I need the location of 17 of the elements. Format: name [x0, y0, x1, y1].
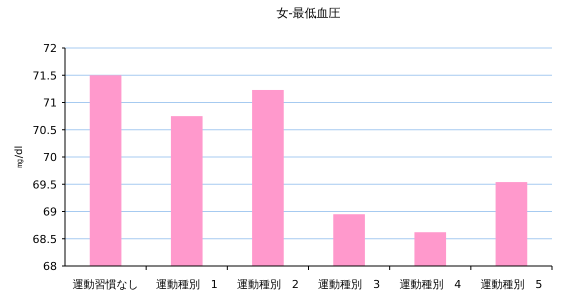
y-tick-label: 69.5 [32, 178, 57, 192]
y-tick-label: 70.5 [32, 124, 57, 137]
y-tick-label: 72 [43, 42, 57, 55]
x-tick-label: 運動種別 5 [480, 278, 542, 291]
x-tick-label: 運動種別 2 [236, 278, 299, 291]
x-tick-label: 運動習慣なし [72, 278, 139, 291]
y-tick-label: 70 [43, 151, 57, 164]
y-tick-label: 68 [43, 260, 57, 273]
x-tick-label: 運動種別 1 [156, 278, 218, 291]
y-tick-label: 68.5 [32, 232, 57, 246]
x-tick-label: 運動種別 3 [318, 278, 380, 291]
y-axis-title: ㎎/dl [14, 146, 25, 168]
y-tick-label: 71 [43, 96, 57, 110]
y-tick-label: 71.5 [32, 69, 57, 82]
x-tick-label: 運動種別 4 [399, 278, 462, 291]
y-tick-label: 69 [43, 206, 57, 218]
chart-title: 女-最低血圧 [276, 6, 341, 20]
